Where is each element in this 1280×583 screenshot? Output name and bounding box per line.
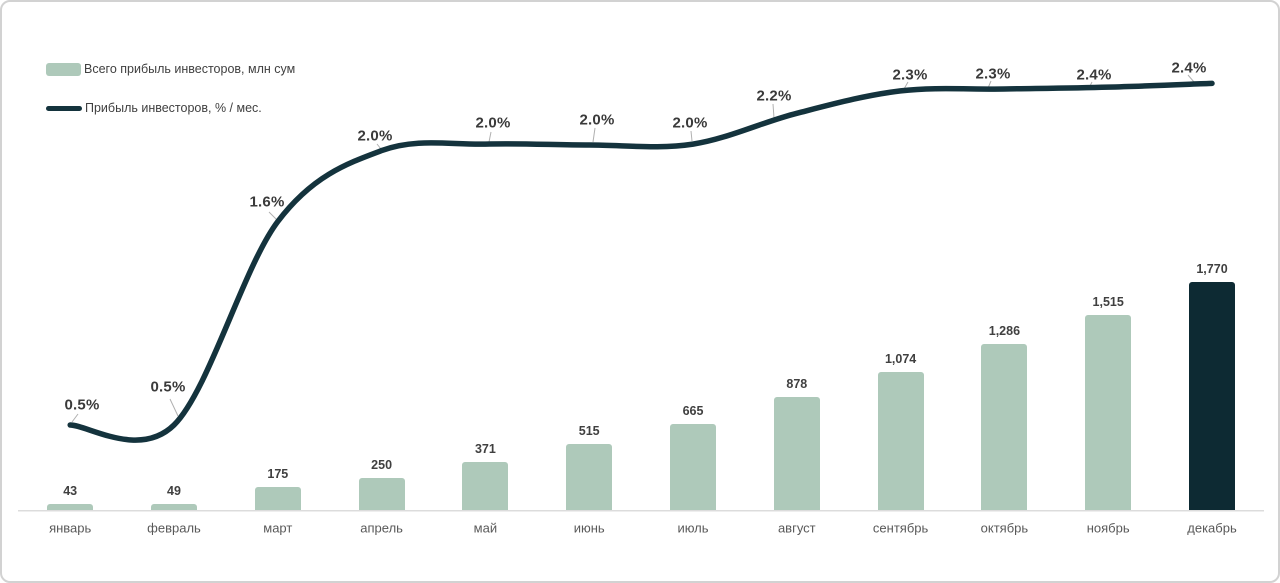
line-value-label: 2.4% (1076, 66, 1112, 84)
bar-column-март (254, 487, 301, 510)
bar-value-label: 250 (371, 457, 393, 472)
bar-value-label: 49 (167, 483, 181, 498)
bar-value-label: 515 (578, 423, 600, 438)
bar-series-swatch-icon (46, 62, 81, 76)
x-axis-label-август: август (777, 520, 816, 536)
bar-value-label: 878 (786, 376, 808, 391)
bar-series-label: Всего прибыль инвесторов, млн сум (84, 62, 296, 76)
line-value-label: 1.6% (249, 193, 285, 211)
x-axis-label-июль: июль (677, 520, 709, 536)
line-series-swatch-icon (46, 105, 82, 111)
bar-column-февраль (151, 503, 197, 510)
x-axis-label-май: май (473, 520, 498, 536)
bar-value-label: 1,286 (988, 324, 1021, 339)
x-axis-label-декабрь: декабрь (1187, 520, 1237, 536)
x-axis-label-октябрь: октябрь (980, 520, 1029, 536)
bar-column-июнь (566, 443, 613, 510)
bar-value-label: 665 (682, 404, 704, 419)
bar-value-label: 43 (63, 484, 78, 499)
line-value-label: 0.5% (64, 396, 100, 414)
line-value-label: 2.3% (892, 66, 928, 84)
bar-value-label: 1,770 (1196, 262, 1228, 277)
line-value-label: 2.4% (1171, 59, 1207, 77)
line-value-label: 2.0% (672, 114, 708, 132)
bar-value-label: 1,515 (1092, 294, 1124, 309)
line-value-label: 2.0% (579, 111, 615, 129)
line-value-label: 2.0% (475, 114, 511, 132)
line-value-label: 2.2% (756, 87, 792, 105)
x-axis-label-сентябрь: сентябрь (872, 520, 929, 536)
bar-column-май (462, 462, 509, 510)
x-axis-label-январь: январь (49, 520, 92, 536)
bar-value-label: 175 (267, 467, 289, 482)
bar-column-январь (47, 504, 94, 510)
line-value-label: 0.5% (150, 378, 186, 396)
bar-value-label: 1,074 (884, 351, 917, 366)
x-axis-label-март: март (263, 520, 293, 536)
x-axis-label-февраль: февраль (147, 520, 201, 536)
line-value-label: 2.0% (357, 127, 393, 145)
line-value-label: 2.3% (975, 65, 1011, 83)
bar-value-label: 371 (474, 442, 496, 457)
x-axis-label-ноябрь: ноябрь (1086, 520, 1130, 536)
x-axis-label-апрель: апрель (360, 520, 403, 536)
x-axis-label-июнь: июнь (573, 520, 605, 536)
bar-column-апрель (358, 477, 405, 510)
legend-item-bars: Всего прибыль инвесторов, млн сум (46, 62, 295, 76)
